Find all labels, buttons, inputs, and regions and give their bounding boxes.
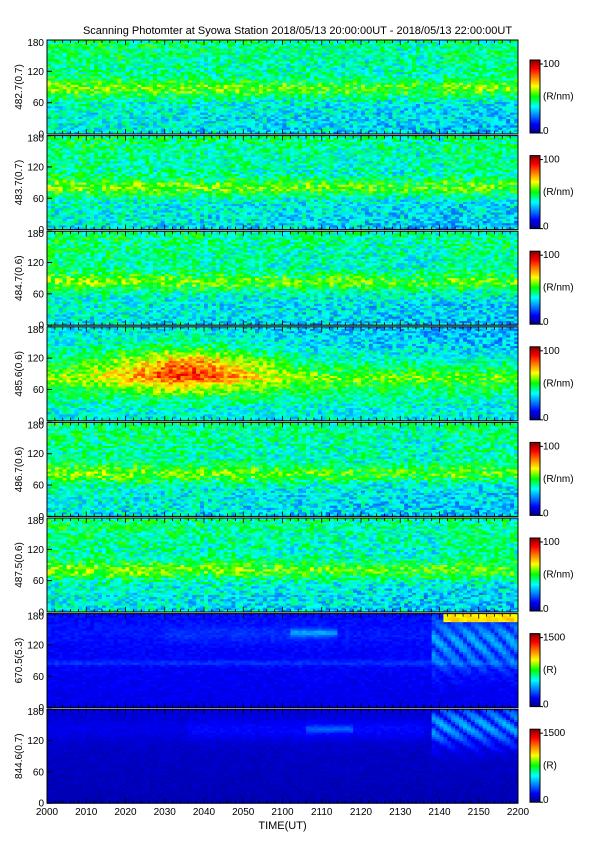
y-tick-label: 180 — [27, 38, 44, 49]
colorbar-min-label: 0 — [543, 126, 549, 137]
colorbar — [530, 729, 540, 802]
x-tick-label: 2100 — [271, 807, 294, 818]
x-tick-label: 2040 — [193, 807, 216, 818]
y-tick-label: 60 — [33, 576, 45, 587]
heatmap-cells — [47, 40, 518, 134]
y-tick-label: 120 — [27, 640, 44, 651]
colorbar-unit-label: (R/nm) — [543, 474, 574, 485]
colorbar-unit-label: (R/nm) — [543, 378, 574, 389]
colorbar-min-label: 0 — [543, 222, 549, 233]
colorbar-max-label: 100 — [543, 537, 560, 548]
colorbar-min-label: 0 — [543, 700, 549, 711]
y-tick-label: 180 — [27, 229, 44, 240]
y-tick-label: 120 — [27, 354, 44, 365]
y-tick-label: 180 — [27, 707, 44, 718]
y-tick-label: 180 — [27, 134, 44, 145]
colorbar-min-label: 0 — [543, 604, 549, 615]
heatmap-cells — [47, 231, 518, 325]
y-tick-label: 60 — [33, 672, 45, 683]
colorbar-unit-label: (R/nm) — [543, 570, 574, 581]
y-tick-label: 60 — [33, 98, 45, 109]
y-tick-label: 180 — [27, 612, 44, 623]
colorbar — [530, 156, 540, 229]
y-tick-label: 120 — [27, 449, 44, 460]
colorbar-max-label: 100 — [543, 441, 560, 452]
heatmap-cells — [47, 518, 518, 612]
y-tick-label: 120 — [27, 545, 44, 556]
colorbar-max-label: 1500 — [543, 728, 566, 739]
heatmap-cells — [47, 136, 518, 230]
y-tick-label: 120 — [27, 67, 44, 78]
panel-ylabel: 670.5(5.3) — [14, 638, 25, 684]
x-tick-label: 2010 — [75, 807, 98, 818]
heatmap-cells — [47, 422, 518, 516]
y-tick-label: 120 — [27, 736, 44, 747]
panel-ylabel: 484.7(0.6) — [14, 255, 25, 301]
y-tick-label: 60 — [33, 194, 45, 205]
y-tick-label: 120 — [27, 258, 44, 269]
panel-ylabel: 483.7(0.7) — [14, 160, 25, 206]
colorbar-unit-label: (R/nm) — [543, 92, 574, 103]
colorbar-min-label: 0 — [543, 317, 549, 328]
heatmap-cells — [47, 327, 518, 421]
panel-ylabel: 487.5(0.6) — [14, 542, 25, 588]
x-tick-label: 2000 — [36, 807, 59, 818]
colorbar-min-label: 0 — [543, 413, 549, 424]
y-tick-label: 180 — [27, 516, 44, 527]
x-axis-label: TIME(UT) — [47, 820, 518, 832]
colorbar-unit-label: (R/nm) — [543, 187, 574, 198]
x-tick-label: 2130 — [389, 807, 412, 818]
colorbar — [530, 634, 540, 707]
y-tick-label: 120 — [27, 162, 44, 173]
y-tick-label: 60 — [33, 767, 45, 778]
panel-ylabel: 486.7(0.6) — [14, 447, 25, 493]
x-tick-label: 2110 — [311, 807, 333, 818]
x-tick-label: 2020 — [114, 807, 137, 818]
panel-ylabel: 844.6(0.7) — [14, 733, 25, 779]
colorbar-max-label: 100 — [543, 59, 560, 70]
y-tick-label: 60 — [33, 289, 45, 300]
x-tick-label: 2120 — [350, 807, 373, 818]
heatmap-cells — [47, 709, 518, 803]
colorbar-max-label: 100 — [543, 250, 560, 261]
colorbar — [530, 347, 540, 420]
colorbar-unit-label: (R/nm) — [543, 283, 574, 294]
y-tick-label: 180 — [27, 325, 44, 336]
colorbar-max-label: 1500 — [543, 633, 566, 644]
colorbar — [530, 251, 540, 324]
panel-ylabel: 485.6(0.6) — [14, 351, 25, 397]
colorbar — [530, 442, 540, 515]
colorbar-min-label: 0 — [543, 795, 549, 806]
colorbar-min-label: 0 — [543, 508, 549, 519]
x-tick-label: 2050 — [232, 807, 255, 818]
y-tick-label: 60 — [33, 481, 45, 492]
colorbar-max-label: 100 — [543, 155, 560, 166]
panel-ylabel: 482.7(0.7) — [14, 64, 25, 110]
colorbar — [530, 60, 540, 133]
y-tick-label: 180 — [27, 420, 44, 431]
colorbar — [530, 538, 540, 611]
heatmap-cells — [47, 614, 518, 708]
x-tick-label: 2150 — [468, 807, 491, 818]
colorbar-unit-label: (R) — [543, 761, 557, 772]
colorbar-max-label: 100 — [543, 346, 560, 357]
x-tick-label: 2200 — [507, 807, 530, 818]
x-tick-label: 2030 — [154, 807, 177, 818]
y-tick-label: 60 — [33, 385, 45, 396]
x-tick-label: 2140 — [428, 807, 451, 818]
colorbar-unit-label: (R) — [543, 665, 557, 676]
